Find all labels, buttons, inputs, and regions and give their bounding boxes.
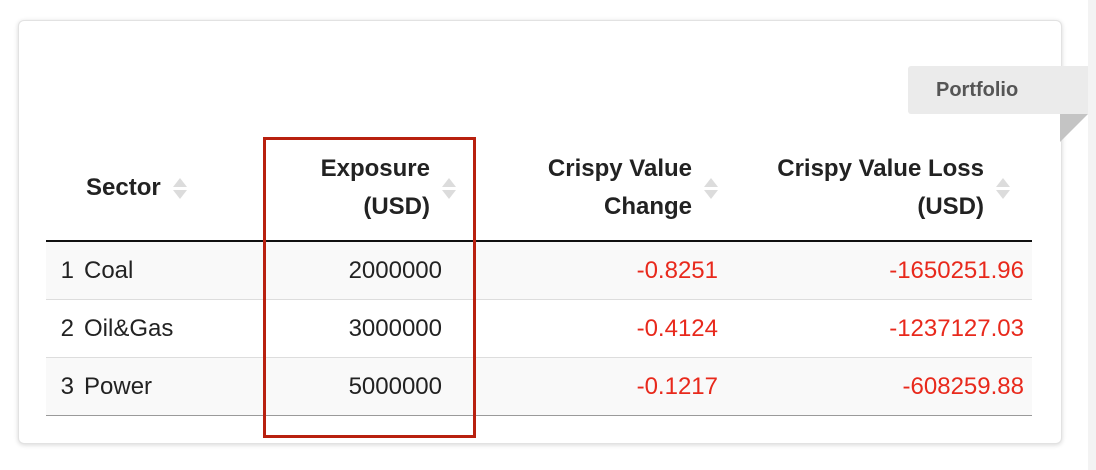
- index-header: [46, 136, 74, 242]
- sector-exposure-table: Sector Exposure (USD): [46, 136, 1032, 416]
- exposure-cell: 5000000: [274, 357, 474, 416]
- crispy-value-loss-header[interactable]: Crispy Value Loss (USD): [718, 136, 1032, 242]
- exposure-header[interactable]: Exposure (USD): [274, 136, 474, 242]
- loss-header-line1: Crispy Value Loss: [777, 155, 984, 182]
- crispy-value-change-header[interactable]: Crispy Value Change: [474, 136, 718, 242]
- sector-header[interactable]: Sector: [74, 136, 274, 242]
- change-cell: -0.1217: [474, 357, 718, 416]
- exposure-header-line2: (USD): [363, 193, 430, 220]
- sector-cell: Power: [74, 357, 274, 416]
- change-cell: -0.8251: [474, 241, 718, 300]
- sector-cell: Coal: [74, 241, 274, 300]
- scrollbar-gutter: [1088, 0, 1096, 470]
- ribbon-label: Portfolio: [936, 78, 1019, 101]
- sector-cell: Oil&Gas: [74, 299, 274, 358]
- change-cell: -0.4124: [474, 299, 718, 358]
- row-index: 2: [46, 299, 74, 358]
- loss-cell: -1650251.96: [718, 241, 1032, 300]
- exposure-cell: 2000000: [274, 241, 474, 300]
- change-header-line2: Change: [603, 193, 692, 220]
- sort-both-icon[interactable]: [996, 177, 1010, 199]
- table-row: 3 Power 5000000 -0.1217 -608259.88: [46, 357, 1032, 416]
- sort-both-icon[interactable]: [704, 177, 718, 199]
- portfolio-ribbon: Portfolio: [908, 66, 1088, 114]
- exposure-cell: 3000000: [274, 299, 474, 358]
- sector-header-label: Sector: [86, 174, 161, 201]
- table-row: 2 Oil&Gas 3000000 -0.4124 -1237127.03: [46, 299, 1032, 358]
- ribbon-fold: [1060, 114, 1088, 142]
- change-header-line1: Crispy Value: [547, 155, 692, 182]
- loss-cell: -1237127.03: [718, 299, 1032, 358]
- loss-header-line2: (USD): [917, 193, 984, 220]
- exposure-header-line1: Exposure: [320, 155, 430, 182]
- table-header-row: Sector Exposure (USD): [46, 136, 1032, 242]
- sort-both-icon[interactable]: [172, 177, 187, 199]
- row-index: 3: [46, 357, 74, 416]
- sort-both-icon[interactable]: [442, 177, 456, 199]
- table-row: 1 Coal 2000000 -0.8251 -1650251.96: [46, 241, 1032, 300]
- loss-cell: -608259.88: [718, 357, 1032, 416]
- row-index: 1: [46, 241, 74, 300]
